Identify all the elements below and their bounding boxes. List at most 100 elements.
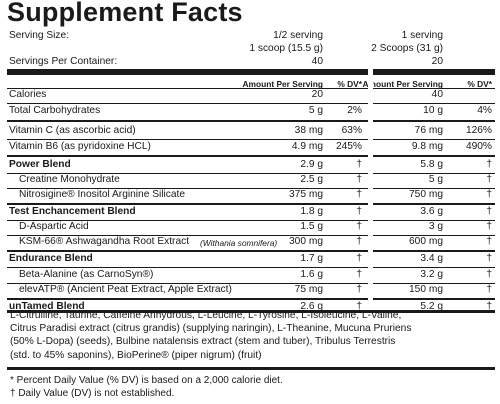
col1-dv-header: % DV* — [337, 79, 362, 89]
col1-amount: 20 — [311, 89, 323, 100]
row-divider — [7, 155, 368, 157]
col2-amount: 5.8 g — [420, 159, 443, 170]
serving-size-label: Serving Size: — [9, 30, 70, 41]
col2-dv: † — [486, 174, 492, 185]
ingredients-line: (std. to 45% saponins), BioPerine® (pipe… — [10, 349, 262, 361]
col1-amount-header: Amount Per Serving — [242, 79, 323, 89]
panel-title: Supplement Facts — [7, 0, 243, 27]
row-divider — [373, 173, 495, 174]
ingredients-line: L-Citrulline, Taurine, Caffeine Anhydrou… — [10, 310, 402, 321]
col2-dv: † — [486, 253, 492, 264]
row-divider — [373, 235, 495, 236]
row-divider — [7, 203, 368, 205]
row-divider — [373, 188, 495, 189]
row-label: Creatine Monohydrate — [19, 174, 120, 185]
row-label: KSM-66® Ashwagandha Root Extract — [19, 236, 190, 247]
col1-dv: † — [356, 284, 362, 295]
row-label: D-Aspartic Acid — [19, 221, 89, 232]
col1-amount: 75 mg — [294, 284, 323, 295]
col2-amount: 40 — [431, 89, 443, 100]
col2-dv: 4% — [477, 105, 492, 116]
footnote-divider — [7, 367, 495, 370]
col2-dv: † — [486, 189, 492, 200]
col2-dv: † — [486, 301, 492, 312]
column-gap — [368, 69, 373, 311]
col1-amount: 2.6 g — [300, 301, 323, 312]
col1-amount: 375 mg — [289, 189, 323, 200]
ingredients-line: Citrus Paradisi extract (citrus grandis)… — [10, 323, 412, 335]
col1-serving-line2: 1 scoop (15.5 g) — [249, 43, 323, 54]
col2-amount: 3.4 g — [420, 253, 443, 264]
col1-amount: 4.9 mg — [291, 141, 323, 152]
col2-dv-header: % DV* — [467, 79, 492, 89]
servings-per-container-label: Servings Per Container: — [9, 56, 118, 67]
col2-amount: 600 mg — [409, 236, 443, 247]
col2-amount: 9.8 mg — [411, 141, 443, 152]
row-divider — [373, 283, 495, 284]
col2-amount: 750 mg — [409, 189, 443, 200]
row-divider — [7, 298, 368, 300]
col1-amount: 2.5 g — [300, 174, 323, 185]
col1-dv: † — [356, 269, 362, 280]
col1-dv: 2% — [347, 105, 362, 116]
row-divider — [7, 188, 368, 189]
col2-dv: † — [486, 269, 492, 280]
row-label: Beta-Alanine (as CarnoSyn®) — [19, 269, 154, 280]
row-divider — [7, 250, 368, 252]
row-label: Power Blend — [9, 159, 71, 170]
col2-serving-line1: 1 serving — [401, 30, 443, 41]
col2-amount: 76 mg — [414, 125, 443, 136]
row-divider — [373, 155, 495, 157]
col2-amount: 3 g — [428, 221, 443, 232]
col1-dv: † — [356, 189, 362, 200]
col1-dv: † — [356, 221, 362, 232]
row-label: Vitamin B6 (as pyridoxine HCL) — [9, 141, 151, 152]
row-label: Nitrosigine® Inositol Arginine Silicate — [19, 189, 186, 200]
footnote-dagger: † Daily Value (DV) is not established. — [10, 388, 175, 399]
col1-dv: † — [356, 206, 362, 217]
col2-amount: 3.6 g — [420, 206, 443, 217]
row-divider — [373, 120, 495, 122]
row-divider — [373, 139, 495, 140]
thick-divider — [7, 69, 495, 75]
col1-dv: † — [356, 236, 362, 247]
row-divider — [7, 173, 368, 174]
row-label: unTamed Blend — [9, 301, 85, 312]
row-divider — [373, 250, 495, 252]
col1-dv: 245% — [335, 141, 362, 152]
row-label: Endurance Blend — [9, 253, 93, 264]
col1-amount: 1.6 g — [300, 269, 323, 280]
row-label: Test Enchancement Blend — [9, 206, 136, 217]
col2-dv: † — [486, 206, 492, 217]
col1-amount: 1.7 g — [300, 253, 323, 264]
other-ingredients: L-Citrulline, Taurine, Caffeine Anhydrou… — [10, 309, 494, 362]
row-divider — [373, 103, 495, 104]
col2-amount: 5 g — [428, 174, 443, 185]
col1-dv: † — [356, 159, 362, 170]
col2-amount: 150 mg — [409, 284, 443, 295]
col1-amount: 2.9 g — [300, 159, 323, 170]
col2-amount: 10 g — [423, 105, 443, 116]
footnote-dv: * Percent Daily Value (% DV) is based on… — [10, 375, 283, 386]
col2-amount: 5.2 g — [420, 301, 443, 312]
row-divider — [373, 203, 495, 205]
ingredients-line: (50% L-Dopa) (seeds), Bulbine natalensis… — [10, 336, 396, 348]
col1-dv: 63% — [341, 125, 362, 136]
row-divider — [7, 267, 368, 268]
row-divider — [373, 298, 495, 300]
row-divider — [7, 235, 368, 236]
col1-amount: 38 mg — [294, 125, 323, 136]
row-label: Calories — [9, 89, 47, 100]
ingredients-divider — [7, 310, 495, 313]
row-label: Total Carbohydrates — [9, 105, 101, 116]
row-label: elevATP® (Ancient Peat Extract, Apple Ex… — [19, 284, 232, 295]
col2-dv: † — [486, 221, 492, 232]
col1-amount: 1.8 g — [300, 206, 323, 217]
col2-dv: † — [486, 236, 492, 247]
col2-amount: 3.2 g — [420, 269, 443, 280]
col1-dv: † — [356, 174, 362, 185]
col2-amount-header: Amount Per Serving — [362, 79, 443, 89]
col2-serving-line2: 2 Scoops (31 g) — [371, 43, 443, 54]
row-divider — [373, 220, 495, 221]
col1-amount: 5 g — [308, 105, 323, 116]
